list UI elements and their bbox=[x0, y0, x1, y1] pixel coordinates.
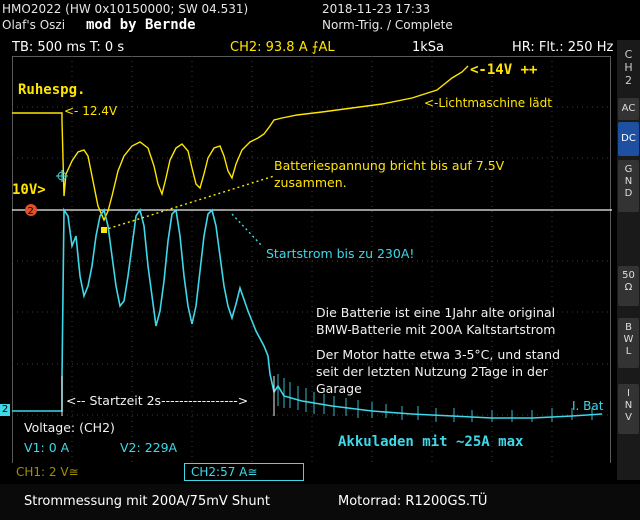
ruhespg-label: Ruhespg. bbox=[18, 82, 86, 98]
akkuladen-label: Akkuladen mit ~25A max bbox=[338, 434, 524, 450]
cursor-title: Voltage: (CH2) bbox=[24, 420, 115, 435]
cursor-v1: V1: 0 A bbox=[24, 440, 70, 455]
trigger-status: Norm-Trig. / Complete bbox=[322, 18, 453, 32]
info-note-2-line1: Der Motor hatte etwa 3-5°C, und stand bbox=[316, 347, 561, 362]
channel-menu-sidebar: C H 2 AC DC G N D 50 Ω B W L I N V bbox=[617, 40, 640, 480]
timebase[interactable]: TB: 500 ms T: 0 s bbox=[12, 40, 125, 55]
info-note-1-line1: Die Batterie ist eine 1Jahr alte origina… bbox=[316, 305, 556, 320]
sample-rate[interactable]: 1kSa bbox=[412, 40, 445, 55]
info-note-1-line2: BMW-Batterie mit 200A Kaltstartstrom bbox=[316, 322, 556, 337]
filter-setting[interactable]: HR: Flt.: 250 Hz bbox=[512, 40, 614, 55]
device-model: HMO2022 (HW 0x10150000; SW 04.531) bbox=[2, 2, 249, 16]
ch1-label[interactable]: CH1: 2 V≅ bbox=[16, 465, 79, 479]
fifty-ohm-button[interactable]: 50 Ω bbox=[618, 266, 639, 306]
ch2-menu-title: C H 2 bbox=[618, 40, 639, 94]
info-note-2-line3: Garage bbox=[316, 381, 362, 396]
cursor-v2: V2: 229A bbox=[120, 440, 178, 455]
current-leader-line bbox=[231, 213, 263, 247]
current-trace bbox=[12, 207, 603, 419]
mod-label: mod by Bernde bbox=[86, 17, 196, 33]
batterie-note-line1: Batteriespannung bricht bis auf 7.5V bbox=[274, 158, 505, 173]
dc-coupling-button[interactable]: DC bbox=[618, 122, 639, 156]
ch2-trigger-value[interactable]: CH2: 93.8 A ⨍AL bbox=[230, 40, 335, 55]
trigger-slope-icon: ⨍AL bbox=[311, 40, 335, 55]
current-trace-noise bbox=[277, 374, 593, 422]
startstrom-label: Startstrom bis zu 230A! bbox=[266, 246, 415, 261]
lichtmaschine-label: <-Lichtmaschine lädt bbox=[424, 96, 552, 110]
bat-current-label: I. Bat bbox=[572, 399, 604, 413]
owner-label: Olaf's Oszi bbox=[2, 18, 66, 32]
gnd-button[interactable]: G N D bbox=[618, 160, 639, 212]
channel-bar: CH1: 2 V≅ CH2:57 A≅ bbox=[0, 463, 616, 483]
v14-label: <-14V ++ bbox=[470, 62, 538, 78]
batterie-note-line2: zusammen. bbox=[274, 175, 347, 190]
datetime: 2018-11-23 17:33 bbox=[322, 2, 431, 16]
ch2-reference-marker bbox=[25, 204, 37, 216]
footer-bar bbox=[0, 484, 640, 520]
voltage-min-marker bbox=[101, 227, 107, 233]
ac-coupling-button[interactable]: AC bbox=[618, 98, 639, 120]
v12-label: <- 12.4V bbox=[64, 104, 118, 118]
ch2-ground-marker[interactable]: 2 bbox=[0, 404, 10, 416]
v10-label: 10V> bbox=[12, 182, 46, 198]
ch2-label[interactable]: CH2:57 A≅ bbox=[184, 463, 304, 481]
motorrad-info: Motorrad: R1200GS.TÜ bbox=[338, 494, 488, 509]
startzeit-label: <-- Startzeit 2s-----------------> bbox=[66, 393, 249, 408]
cursor-measurement-box[interactable]: Voltage: (CH2) V1: 0 A V2: 229A bbox=[16, 418, 212, 458]
info-note-2-line2: seit der letzten Nutzung 2Tage in der bbox=[316, 364, 548, 379]
bwl-button[interactable]: B W L bbox=[618, 318, 639, 368]
voltage-leader-line bbox=[103, 175, 275, 231]
ch2-reference-label: 2 bbox=[28, 206, 34, 217]
shunt-info: Strommessung mit 200A/75mV Shunt bbox=[24, 494, 270, 509]
ch2-value: CH2: 93.8 A bbox=[230, 40, 308, 55]
inv-button[interactable]: I N V bbox=[618, 384, 639, 434]
crosshair-icon bbox=[56, 170, 68, 182]
voltage-trace bbox=[12, 65, 469, 222]
waveform-display[interactable]: 2 bbox=[12, 56, 612, 476]
